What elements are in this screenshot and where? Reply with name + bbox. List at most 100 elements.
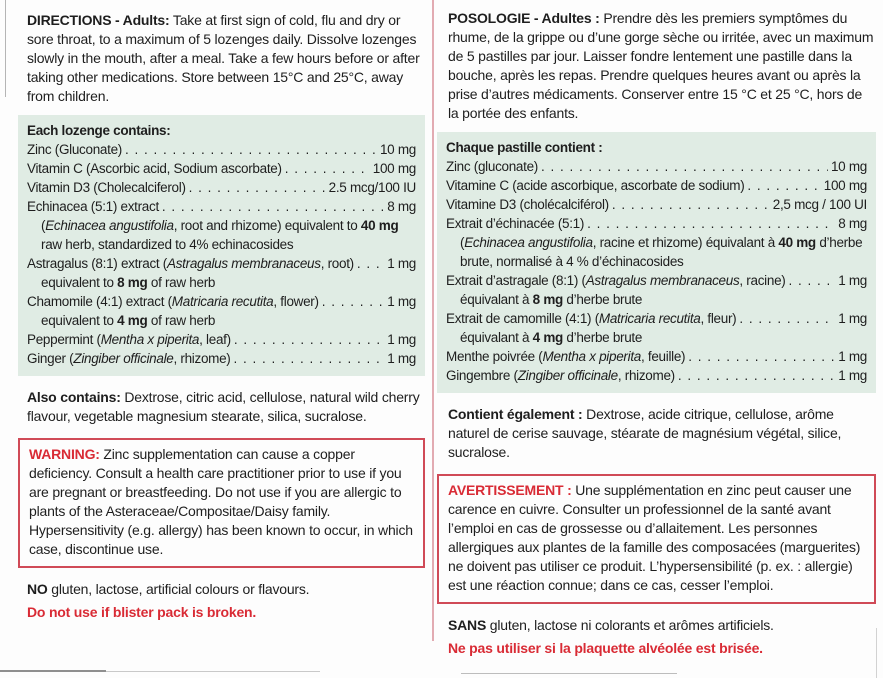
ingredient-name: Vitamine C (acide ascorbique, ascorbate … [446, 176, 745, 195]
ingredient-name-pre: Echinacea (5:1) extract [27, 199, 159, 214]
dot-leader [612, 195, 770, 214]
ingredient-row: Vitamin D3 (Cholecalciferol) 2.5 mcg/100… [27, 178, 416, 197]
equivalence-pre: ( [41, 218, 46, 233]
ingredient-row: Zinc (gluconate) 10 mg [446, 157, 867, 176]
dot-leader [322, 292, 384, 311]
ingredients-panel-fr: Chaque pastille contient : Zinc (glucona… [437, 132, 876, 393]
also-contains-paragraph: Also contains: Dextrose, citric acid, ce… [27, 388, 425, 426]
ingredient-amount: 2,5 mcg / 100 UI [772, 197, 868, 212]
equivalence-amount: 8 mg [117, 275, 148, 290]
equivalence-tail: d’herbe brute, normalisé à 4 % d’échinac… [460, 235, 863, 269]
dot-leader [162, 197, 384, 216]
equivalence-amount: 8 mg [532, 292, 564, 307]
equivalence-tail: d’herbe brute [562, 292, 643, 307]
equivalence-mid: , racine et rhizome) équivalant à [592, 235, 779, 250]
directions-heading: DIRECTIONS - Adults: [27, 12, 170, 28]
dot-leader [747, 176, 820, 195]
posologie-heading: POSOLOGIE - Adultes : [448, 10, 600, 26]
label-columns: DIRECTIONS - Adults: Take at first sign … [0, 0, 883, 658]
ingredient-row: Menthe poivrée (Mentha x piperita, feuil… [446, 347, 867, 366]
ingredient-row: Astragalus (8:1) extract (Astragalus mem… [27, 254, 416, 292]
ingredient-name-pre: Astragalus (8:1) extract ( [27, 256, 168, 271]
ingredient-name: Zinc (Gluconate) [27, 140, 122, 159]
ingredient-name-post: , flower) [273, 294, 319, 309]
ingredient-row: Extrait de camomille (4:1) (Matricaria r… [446, 309, 867, 347]
bottom-left-trim-line [0, 670, 106, 672]
ingredient-amount: 8 mg [387, 199, 416, 214]
ingredient-equivalence-note: équivalant à 4 mg d’herbe brute [446, 328, 867, 347]
ingredient-latin-name: Mentha x piperita [100, 332, 200, 347]
equivalence-pre: équivalant à [460, 292, 533, 307]
dot-leader [234, 349, 385, 368]
ingredients-title-en: Each lozenge contains: [27, 123, 171, 138]
ingredient-latin-name: Matricaria recutita [598, 311, 701, 326]
ingredient-amount: 2.5 mcg/100 IU [328, 180, 417, 195]
blister-warning-fr: Ne pas utiliser si la plaquette alvéolée… [448, 640, 763, 656]
ingredient-amount: 10 mg [830, 159, 867, 174]
dot-leader [587, 214, 835, 233]
equivalence-pre: equivalent to [41, 313, 118, 328]
ingredient-name-post: , rhizome) [173, 351, 231, 366]
ingredient-row: Ginger (Zingiber officinale, rhizome) 1 … [27, 349, 416, 368]
warning-box-en: WARNING: Zinc supplementation can cause … [18, 438, 425, 568]
ingredient-name-pre: Extrait d’échinacée (5:1) [446, 216, 585, 231]
dot-leader [788, 271, 835, 290]
ingredient-name: Vitamin C (Ascorbic acid, Sodium ascorba… [27, 159, 282, 178]
ingredient-name-pre: Vitamin D3 (Cholecalciferol) [27, 180, 186, 195]
warning-paragraph-en: WARNING: Zinc supplementation can cause … [29, 445, 414, 559]
ingredient-name-post: , root) [320, 256, 354, 271]
dot-leader [688, 347, 835, 366]
ingredient-name-pre: Chamomile (4:1) extract ( [27, 294, 172, 309]
ingredient-row: Vitamine D3 (cholécalciférol) 2,5 mcg / … [446, 195, 867, 214]
equivalence-amount: 4 mg [532, 330, 564, 345]
contient-heading: Contient également : [448, 406, 583, 422]
sans-claims-heading: SANS [448, 617, 487, 633]
ingredient-name-pre: Gingembre ( [446, 368, 518, 383]
ingredient-equivalence-note: équivalant à 8 mg d’herbe brute [446, 290, 867, 309]
warning-heading-fr: AVERTISSEMENT : [448, 482, 572, 498]
ingredient-name-post: , fleur) [700, 311, 737, 326]
also-contains-heading: Also contains: [27, 389, 121, 405]
ingredients-list-en: Zinc (Gluconate) 10 mg Vitamin C (Ascorb… [27, 140, 416, 368]
ingredient-name: Vitamin D3 (Cholecalciferol) [27, 178, 186, 197]
bottom-right-trim-line [461, 673, 677, 674]
ingredient-name: Chamomile (4:1) extract (Matricaria recu… [27, 292, 319, 311]
equivalence-amount: 4 mg [117, 313, 148, 328]
directions-paragraph: DIRECTIONS - Adults: Take at first sign … [27, 11, 425, 106]
ingredient-latin-name: Zingiber officinale [517, 368, 618, 383]
ingredient-amount: 1 mg [838, 273, 867, 288]
equivalence-tail: d’herbe brute [562, 330, 643, 345]
dot-leader [739, 309, 835, 328]
ingredient-name-pre: Zinc (gluconate) [446, 159, 538, 174]
ingredient-row: Vitamin C (Ascorbic acid, Sodium ascorba… [27, 159, 416, 178]
ingredient-amount: 1 mg [387, 351, 416, 366]
ingredient-name: Extrait de camomille (4:1) (Matricaria r… [446, 309, 737, 328]
ingredient-amount: 100 mg [372, 161, 417, 176]
equivalence-tail: of raw herb [147, 275, 216, 290]
ingredient-amount: 8 mg [838, 216, 867, 231]
dot-leader [189, 178, 326, 197]
left-edge-trim-line [5, 0, 6, 97]
ingredients-title-fr: Chaque pastille contient : [446, 140, 603, 155]
ingredient-name-pre: Vitamine D3 (cholécalciférol) [446, 197, 609, 212]
french-column: POSOLOGIE - Adultes : Prendre dès les pr… [433, 0, 883, 658]
contient-text: Dextrose, acide citrique, cellulose, arô… [448, 406, 842, 460]
ingredient-equivalence-note: (Echinacea angustifolia, racine et rhizo… [446, 233, 867, 271]
ingredient-name-pre: Zinc (Gluconate) [27, 142, 122, 157]
english-column: DIRECTIONS - Adults: Take at first sign … [0, 0, 433, 658]
ingredient-name-pre: Extrait d’astragale (8:1) ( [446, 273, 586, 288]
ingredient-name-pre: Vitamin C (Ascorbic acid, Sodium ascorba… [27, 161, 282, 176]
no-claims-heading: NO [27, 581, 48, 597]
warning-text-fr: Une supplémentation en zinc peut causer … [448, 482, 861, 593]
ingredient-amount: 1 mg [838, 368, 867, 383]
ingredient-row: Extrait d’échinacée (5:1) 8 mg (Echinace… [446, 214, 867, 271]
ingredient-name: Ginger (Zingiber officinale, rhizome) [27, 349, 231, 368]
dot-leader [357, 254, 384, 273]
posologie-text: Prendre dès les premiers symptômes du rh… [448, 10, 874, 121]
ingredient-row: Chamomile (4:1) extract (Matricaria recu… [27, 292, 416, 330]
ingredient-row: Extrait d’astragale (8:1) (Astragalus me… [446, 271, 867, 309]
ingredient-row: Vitamine C (acide ascorbique, ascorbate … [446, 176, 867, 195]
ingredients-list-fr: Zinc (gluconate) 10 mg Vitamine C (acide… [446, 157, 867, 385]
ingredient-latin-name: Astragalus membranaceus [167, 256, 321, 271]
equivalence-amount: 40 mg [360, 218, 399, 233]
